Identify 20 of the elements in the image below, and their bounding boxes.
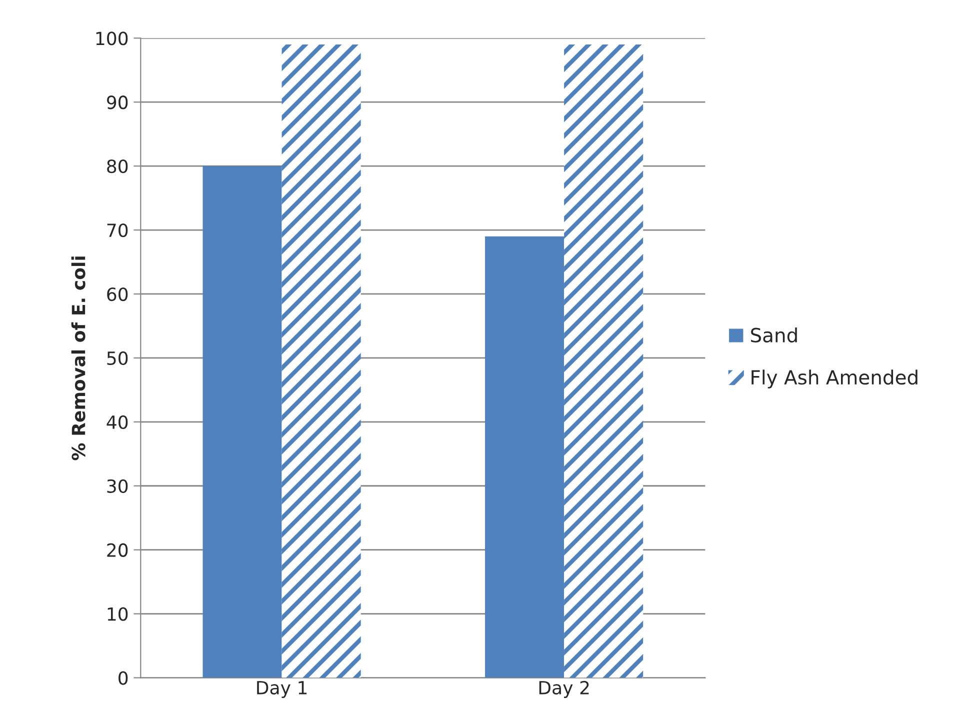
y-tick-label: 90: [107, 96, 128, 110]
y-tick-label: 30: [107, 479, 128, 493]
x-tick-label: Day 1: [257, 681, 307, 698]
y-tick-label: 70: [107, 223, 128, 238]
y-tick-label: 20: [107, 543, 128, 557]
bar: [282, 44, 361, 678]
y-tick-label: 60: [107, 287, 128, 302]
bar: [485, 236, 564, 678]
y-tick-label: 100: [96, 32, 128, 46]
x-tick-label: Day 2: [539, 680, 589, 698]
bar: [564, 44, 644, 678]
y-tick-label: 40: [106, 415, 128, 430]
legend-label: Sand: [751, 327, 797, 343]
y-tick-label: 50: [107, 351, 128, 366]
y-tick-label: 10: [108, 607, 128, 621]
legend-label: Fly Ash Amended: [752, 370, 918, 388]
bar: [202, 166, 282, 678]
y-tick-label: 80: [107, 160, 128, 174]
y-axis-title: % Removal of E. coli: [71, 256, 86, 460]
y-tick-label: 0: [118, 671, 128, 685]
